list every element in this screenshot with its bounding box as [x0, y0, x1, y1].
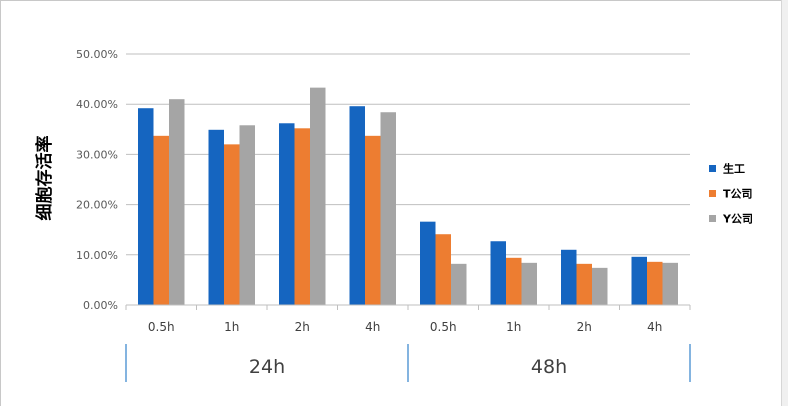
bar	[561, 249, 577, 305]
x-tick-label: 2h	[577, 320, 592, 334]
y-tick-label: 50.00%	[76, 48, 118, 61]
y-tick-label: 20.00%	[76, 199, 118, 212]
legend-swatch	[709, 165, 716, 172]
bar	[294, 128, 310, 305]
bar	[435, 234, 451, 305]
bar	[631, 256, 647, 305]
x-axis-group-labels: 24h 48h	[125, 344, 691, 382]
bar	[506, 257, 522, 305]
legend-swatch	[709, 215, 716, 222]
y-tick-label: 10.00%	[76, 249, 118, 262]
bar	[380, 112, 396, 306]
y-axis-ticks: 0.00% 10.00% 20.00% 30.00% 40.00% 50.00%	[76, 48, 118, 312]
group-label: 24h	[249, 356, 285, 378]
bar	[490, 241, 506, 305]
bar	[647, 261, 663, 305]
y-axis-label: 细胞存活率	[34, 136, 55, 221]
bar	[592, 267, 608, 305]
x-tick-label: 1h	[224, 320, 239, 334]
y-tick-label: 0.00%	[83, 299, 118, 312]
bar	[420, 221, 436, 305]
x-axis-tick-labels: 0.5h 1h 2h 4h 0.5h 1h 2h 4h	[148, 320, 662, 334]
x-tick-label: 4h	[365, 320, 380, 334]
x-tick-label: 4h	[647, 320, 662, 334]
x-axis	[125, 304, 691, 310]
group-label: 48h	[531, 356, 567, 378]
bar	[279, 123, 295, 305]
bar	[208, 129, 224, 305]
y-tick-label: 40.00%	[76, 98, 118, 111]
bar	[349, 106, 365, 305]
bar	[239, 125, 255, 305]
x-tick-label: 1h	[506, 320, 521, 334]
bar	[451, 263, 467, 305]
bar	[169, 99, 185, 306]
scrollbar-edge	[781, 0, 788, 406]
x-tick-label: 0.5h	[430, 320, 457, 334]
legend-swatch	[709, 190, 716, 197]
bar	[576, 263, 592, 305]
bar	[138, 108, 154, 305]
bar	[365, 135, 381, 305]
bar	[310, 87, 326, 305]
legend-label: 生工	[723, 162, 745, 176]
legend-label: Y公司	[722, 213, 753, 226]
bar	[521, 262, 537, 305]
bar	[224, 144, 240, 305]
x-tick-label: 0.5h	[148, 320, 175, 334]
bar	[662, 262, 678, 305]
legend: 生工 T公司 Y公司	[709, 162, 753, 226]
y-tick-label: 30.00%	[76, 148, 118, 161]
x-tick-label: 2h	[295, 320, 310, 334]
bars	[138, 87, 678, 306]
legend-label: T公司	[723, 188, 753, 201]
bar	[153, 135, 169, 305]
